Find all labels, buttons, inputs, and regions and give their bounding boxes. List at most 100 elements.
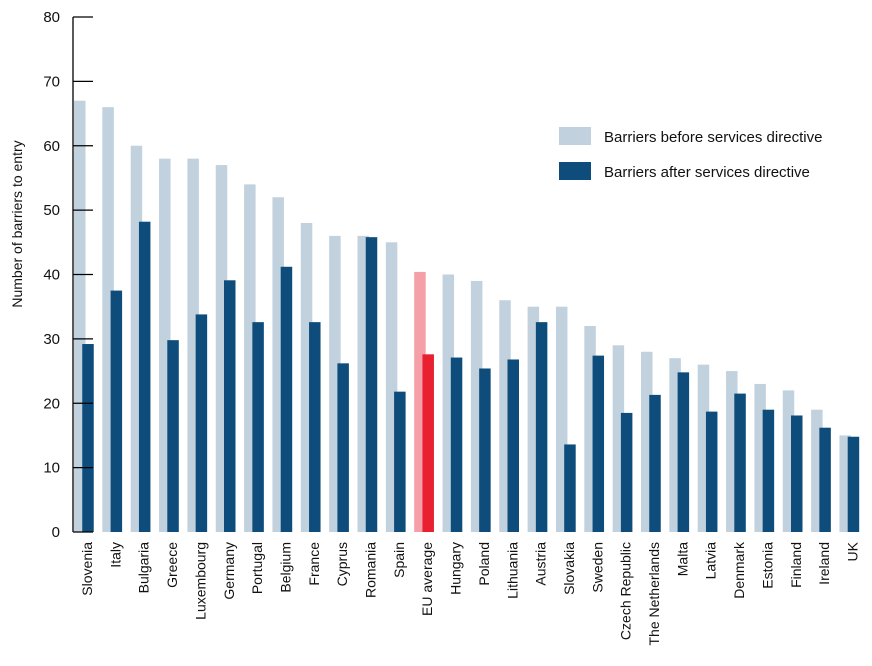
bar-after <box>365 237 378 532</box>
x-category-label: Sweden <box>589 542 605 593</box>
bar-before <box>470 280 483 532</box>
y-tick-label: 30 <box>43 331 60 348</box>
x-category-label: Bulgaria <box>136 542 152 594</box>
bar-before <box>385 242 398 532</box>
bar-before <box>726 371 738 532</box>
x-category-label: Poland <box>476 542 492 586</box>
x-category-label: Romania <box>363 542 379 598</box>
bar-after <box>280 266 293 532</box>
bar-after <box>309 322 321 532</box>
bar-before <box>102 107 114 533</box>
bar-before <box>811 409 823 532</box>
bar-before <box>329 235 341 533</box>
x-category-label: Italy <box>107 542 123 568</box>
x-category-label: Finland <box>788 542 804 588</box>
bar-after <box>252 322 264 532</box>
bar-after <box>564 444 576 532</box>
y-tick-label: 50 <box>43 202 60 219</box>
y-axis: 0 10 20 30 40 50 60 70 80 <box>43 9 93 541</box>
bar-before <box>414 271 426 532</box>
x-category-label: Hungary <box>448 542 464 595</box>
bar-before <box>527 306 540 532</box>
bar-before <box>697 364 710 533</box>
legend-swatch-before <box>559 127 591 145</box>
bar-before <box>159 158 171 533</box>
bar-after <box>762 409 775 532</box>
bar-after <box>167 340 179 532</box>
bar-after <box>791 415 803 532</box>
bar-before <box>754 383 766 532</box>
bar-before <box>130 145 143 532</box>
x-category-label: Slovenia <box>79 542 95 596</box>
bar-after <box>819 427 831 532</box>
bar-after <box>394 391 406 532</box>
bar-before <box>215 165 228 532</box>
bar-after <box>110 290 123 532</box>
x-category-label: EU average <box>419 542 435 616</box>
x-category-label: Germany <box>221 542 237 600</box>
bar-before <box>272 197 284 532</box>
x-category-label: France <box>306 542 322 586</box>
bar-after <box>479 368 491 532</box>
bar-after <box>224 280 236 532</box>
x-category-label: Luxembourg <box>192 542 208 620</box>
bar-before <box>612 345 625 532</box>
bar-before <box>584 326 596 532</box>
x-category-label: Czech Republic <box>618 542 634 640</box>
x-category-label: Denmark <box>731 541 747 599</box>
y-axis-title: Number of barriers to entry <box>9 140 25 307</box>
y-tick-label: 40 <box>43 267 60 284</box>
bar-after <box>422 354 434 532</box>
bar-before <box>555 306 568 532</box>
y-tick-label: 70 <box>43 73 60 90</box>
x-category-label: Malta <box>674 542 690 576</box>
bar-before <box>244 184 256 533</box>
x-category-label: Estonia <box>759 542 775 589</box>
legend-label-before: Barriers before services directive <box>604 129 822 146</box>
bar-after <box>592 355 605 532</box>
bar-before <box>669 358 681 532</box>
bar-after <box>734 393 746 532</box>
y-tick-label: 20 <box>43 395 60 412</box>
bar-after <box>82 344 94 532</box>
bar-before <box>300 223 313 532</box>
x-category-label: The Netherlands <box>646 542 662 646</box>
bar-before <box>74 100 86 532</box>
y-tick-label: 80 <box>43 9 60 26</box>
bar-before <box>357 235 369 533</box>
bar-before <box>641 351 653 532</box>
bar-after <box>847 436 860 532</box>
x-category-label: Lithuania <box>504 542 520 599</box>
bar-after <box>535 322 548 532</box>
bar-after <box>138 221 151 532</box>
bar-after <box>705 411 718 532</box>
x-category-label: Portugal <box>249 542 265 594</box>
x-category-label: Ireland <box>816 542 832 585</box>
bar-after <box>195 314 208 532</box>
bar-before <box>442 274 455 532</box>
x-axis-labels: Slovenia Italy Bulgaria Greece Luxembourg Ger… <box>79 541 860 646</box>
x-category-label: Slovakia <box>561 542 577 595</box>
x-category-label: Austria <box>533 542 549 586</box>
legend-swatch-after <box>559 162 591 180</box>
bar-after <box>677 372 690 532</box>
legend-label-after: Barriers after services directive <box>604 164 810 181</box>
y-tick-label: 0 <box>52 524 60 541</box>
bar-after <box>620 412 633 532</box>
bars-group <box>74 100 860 533</box>
y-tick-label: 60 <box>43 138 60 155</box>
bar-after <box>649 394 661 532</box>
bar-before <box>187 158 199 533</box>
bar-before <box>499 300 511 532</box>
x-category-label: Greece <box>164 542 180 588</box>
x-category-label: Cyprus <box>334 542 350 586</box>
bar-after <box>450 357 463 532</box>
x-category-label: UK <box>844 541 860 561</box>
bar-after <box>507 359 519 532</box>
bar-before <box>839 435 851 532</box>
legend: Barriers before services directive Barri… <box>559 127 822 181</box>
x-category-label: Latvia <box>703 542 719 580</box>
x-category-label: Spain <box>391 542 407 578</box>
x-category-label: Belgium <box>277 542 293 593</box>
